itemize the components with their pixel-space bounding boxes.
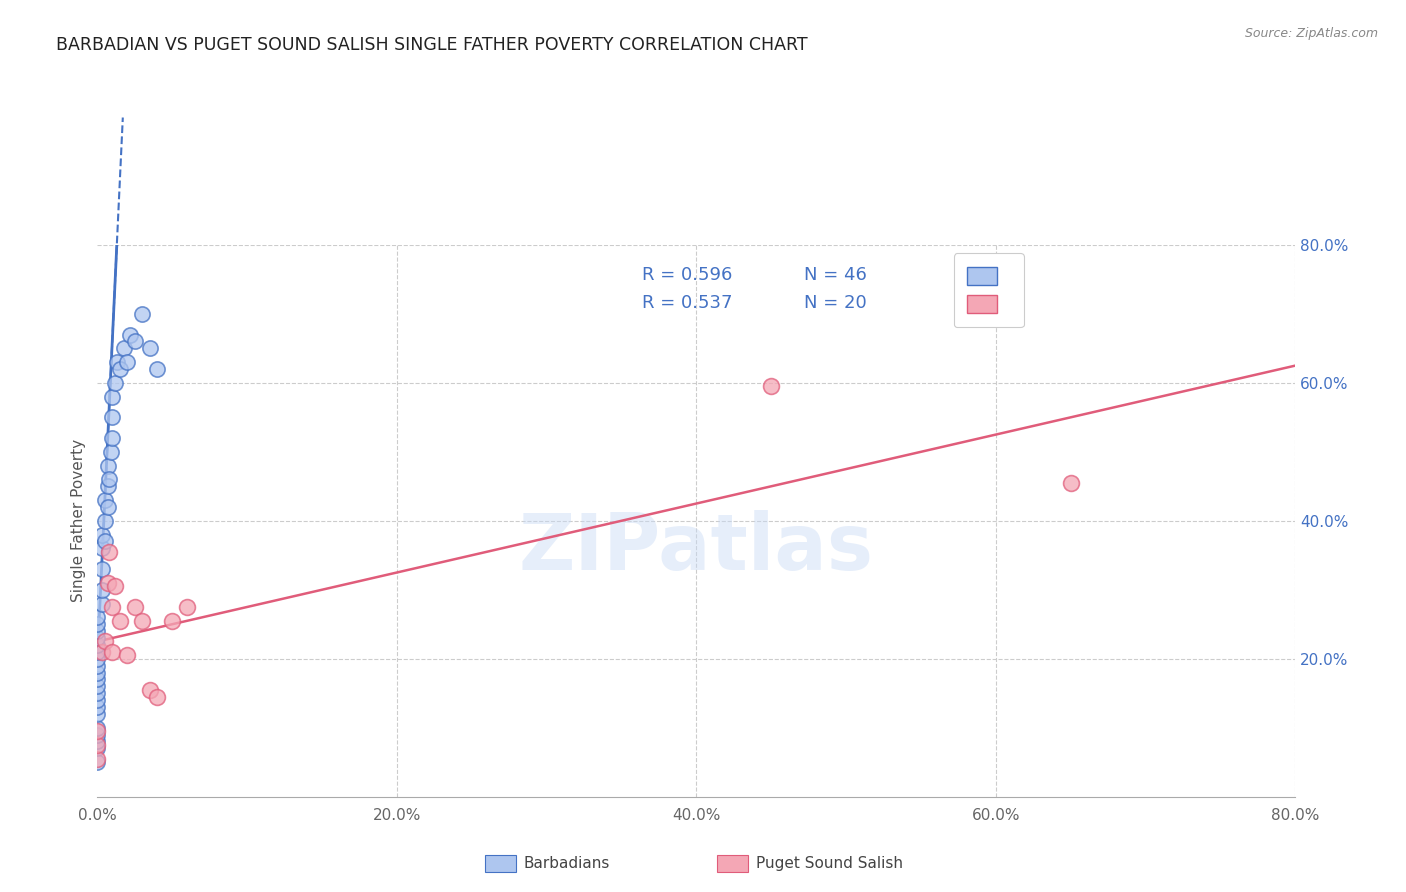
Point (86, 638, 108, 652)
Point (86, 610, 108, 624)
Point (146, 690, 169, 704)
Point (124, 599, 146, 614)
Point (90, 645, 112, 659)
Point (94, 493, 117, 508)
Point (86, 624, 108, 639)
Point (97, 479, 120, 493)
Point (90, 582, 112, 597)
Point (108, 614, 131, 628)
Text: Source: ZipAtlas.com: Source: ZipAtlas.com (1244, 27, 1378, 40)
Point (97, 500, 120, 514)
Point (86, 679, 108, 693)
Point (86, 617, 108, 632)
Point (86, 686, 108, 700)
Point (97, 458, 120, 473)
Point (761, 379, 783, 393)
Text: Puget Sound Salish: Puget Sound Salish (756, 856, 904, 871)
Point (98, 545, 121, 559)
Point (101, 599, 124, 614)
Text: ZIPatlas: ZIPatlas (519, 510, 875, 586)
Point (131, 614, 153, 628)
Point (86, 734, 108, 748)
Point (90, 527, 112, 541)
Text: BARBADIAN VS PUGET SOUND SALISH SINGLE FATHER POVERTY CORRELATION CHART: BARBADIAN VS PUGET SOUND SALISH SINGLE F… (56, 36, 808, 54)
Point (108, 362, 131, 376)
Point (160, 614, 183, 628)
Point (90, 597, 112, 611)
Point (86, 665, 108, 680)
Point (86, 700, 108, 714)
Point (90, 562, 112, 576)
Point (101, 390, 124, 404)
Point (104, 376, 127, 390)
Point (117, 355, 139, 369)
Text: N = 20: N = 20 (804, 293, 868, 312)
Point (90, 541, 112, 556)
Point (86, 651, 108, 665)
Point (86, 724, 108, 739)
Point (139, 342, 162, 356)
Point (86, 645, 108, 659)
Point (124, 334, 146, 349)
Point (1060, 475, 1083, 490)
Point (176, 599, 198, 614)
Legend: , : , (953, 253, 1024, 327)
Point (117, 648, 139, 663)
Text: R = 0.596: R = 0.596 (643, 266, 733, 285)
Point (86, 658, 108, 673)
Point (97, 575, 120, 590)
Point (86, 741, 108, 756)
Point (94, 534, 117, 549)
Point (101, 410, 124, 425)
Point (86, 728, 108, 742)
Point (86, 693, 108, 707)
Text: N = 46: N = 46 (804, 266, 868, 285)
Point (86, 738, 108, 752)
Point (86, 631, 108, 645)
Point (94, 634, 117, 648)
Point (86, 755, 108, 769)
Point (131, 307, 153, 321)
Text: Barbadians: Barbadians (523, 856, 609, 871)
Point (86, 752, 108, 766)
Point (98, 472, 121, 486)
Point (86, 721, 108, 735)
Point (112, 342, 135, 356)
Point (139, 682, 162, 697)
Point (101, 645, 124, 659)
Point (104, 579, 127, 593)
Point (100, 444, 122, 458)
Point (120, 327, 142, 342)
Point (86, 706, 108, 721)
Point (101, 431, 124, 445)
Point (86, 673, 108, 687)
Point (94, 514, 117, 528)
Point (105, 355, 128, 369)
Point (146, 362, 169, 376)
Text: R = 0.537: R = 0.537 (643, 293, 733, 312)
Y-axis label: Single Father Poverty: Single Father Poverty (72, 439, 86, 602)
